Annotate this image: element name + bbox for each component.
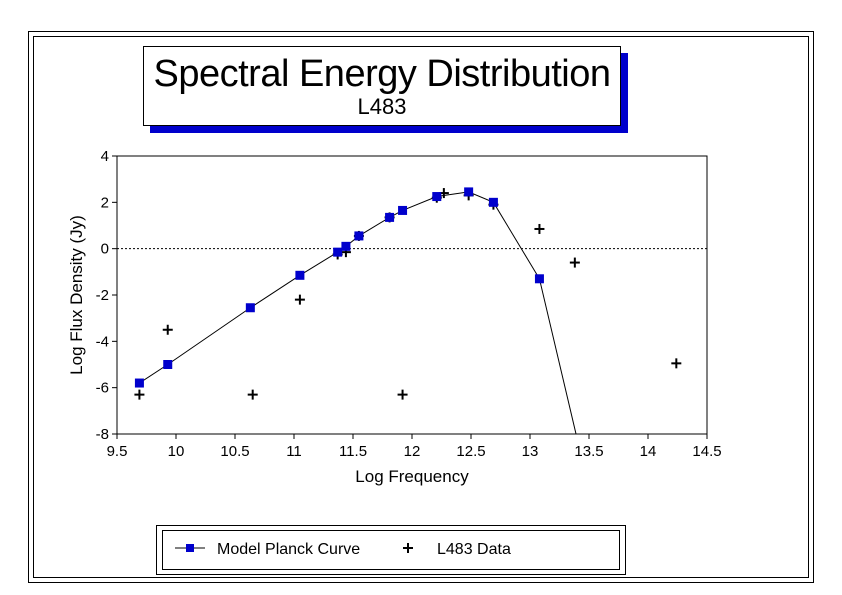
model-point-square (341, 241, 351, 251)
data-point-plus (294, 294, 305, 305)
y-tick-label: 2 (101, 194, 109, 211)
y-tick-label: -6 (96, 380, 109, 397)
data-point-plus (534, 223, 545, 234)
y-tick-label: 0 (101, 241, 109, 258)
model-point-square (333, 247, 343, 257)
plot-area (116, 155, 708, 435)
inner-frame (33, 36, 809, 578)
model-point-square (534, 274, 544, 284)
chart-title: Spectral Energy Distribution (153, 53, 612, 95)
x-tick-label: 14.5 (692, 443, 721, 460)
x-tick-label: 14 (640, 443, 657, 460)
legend: Model Planck Curve L483 Data (175, 541, 511, 558)
model-point-square (488, 197, 498, 207)
y-tick-label: 4 (101, 148, 109, 165)
x-tick-label: 10.5 (220, 443, 249, 460)
x-axis-title: Log Frequency (355, 467, 469, 486)
title-box: Spectral Energy Distribution L483 (143, 46, 621, 126)
model-point-square (163, 360, 173, 369)
x-tick-label: 9.5 (107, 443, 128, 460)
model-point-square (354, 231, 364, 241)
legend-outer-box (156, 525, 626, 575)
model-point-square (398, 205, 408, 215)
x-tick-label: 12.5 (456, 443, 485, 460)
legend-inner-box (162, 530, 620, 570)
series-layer (134, 187, 682, 435)
x-tick-label: 12 (404, 443, 421, 460)
y-tick-label: -4 (96, 333, 109, 350)
legend-data-marker (403, 543, 413, 553)
legend-model-label: Model Planck Curve (217, 541, 360, 558)
x-tick-label: 11.5 (339, 443, 367, 460)
y-tick-label: -2 (96, 287, 109, 304)
model-planck-curve-line (139, 191, 577, 435)
model-point-square (464, 187, 474, 197)
model-point-square (245, 303, 255, 313)
model-point-square (385, 212, 395, 222)
y-tick-label: -8 (96, 426, 109, 443)
data-point-plus (162, 324, 173, 335)
x-tick-label: 13.5 (574, 443, 603, 460)
legend-data-label: L483 Data (437, 541, 511, 558)
data-point-plus (569, 257, 580, 268)
data-point-plus (247, 389, 258, 400)
legend-model-marker (186, 544, 194, 552)
model-point-square (432, 192, 442, 202)
tick-layer: 9.5 10 10.5 11 11.5 12 12.5 13 13.5 14 14.5 4 2 0 -2 -4… (96, 148, 722, 460)
data-point-plus (671, 358, 682, 369)
x-tick-label: 11 (286, 443, 302, 460)
y-axis-title: Log Flux Density (Jy) (67, 215, 86, 375)
x-tick-label: 13 (522, 443, 539, 460)
chart-subtitle: L483 (357, 94, 407, 119)
data-point-plus (134, 389, 145, 400)
outer-frame (28, 31, 814, 583)
model-point-square (134, 378, 144, 388)
model-point-square (295, 270, 305, 280)
x-tick-label: 10 (168, 443, 185, 460)
data-point-plus (397, 389, 408, 400)
